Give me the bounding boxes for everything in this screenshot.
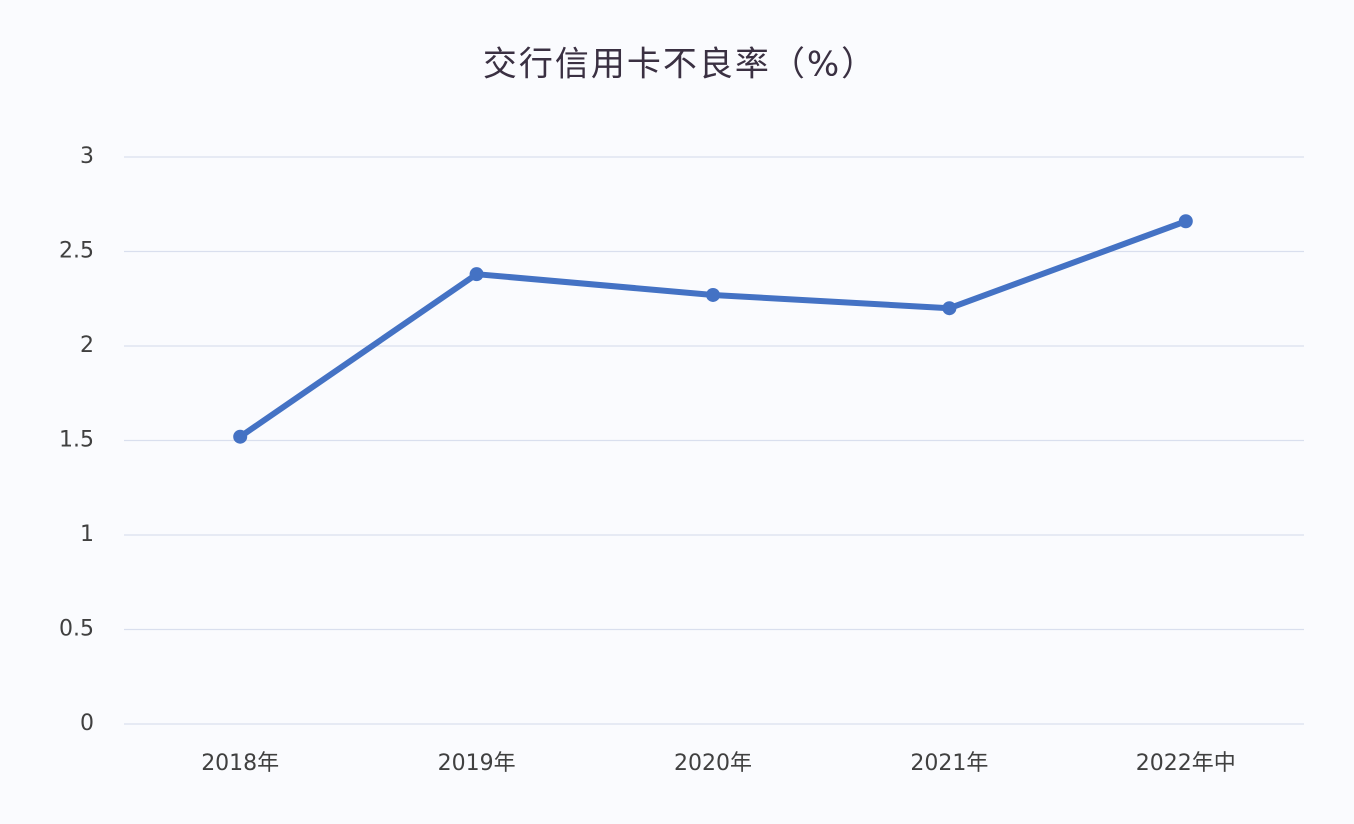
chart-title: 交行信用卡不良率（%） <box>483 45 877 85</box>
y-tick-label: 0 <box>80 711 94 736</box>
y-tick-label: 1.5 <box>59 428 94 453</box>
x-tick-label: 2021年 <box>910 751 988 776</box>
x-tick-label: 2022年中 <box>1136 751 1236 776</box>
line <box>237 218 1189 440</box>
y-tick-label: 2 <box>80 333 94 358</box>
y-tick-label: 2.5 <box>59 239 94 264</box>
point <box>942 301 957 316</box>
x-tick-label: 2019年 <box>438 751 516 776</box>
point <box>706 287 720 302</box>
y-tick-label: 3 <box>80 144 94 169</box>
point <box>1178 214 1193 229</box>
y-tick-label: 1 <box>80 522 94 547</box>
y-tick-label: 0.5 <box>59 617 94 642</box>
point <box>469 267 484 282</box>
x-tick-label: 2020年 <box>674 751 752 776</box>
point <box>233 429 248 444</box>
x-tick-label: 2018年 <box>201 751 279 776</box>
